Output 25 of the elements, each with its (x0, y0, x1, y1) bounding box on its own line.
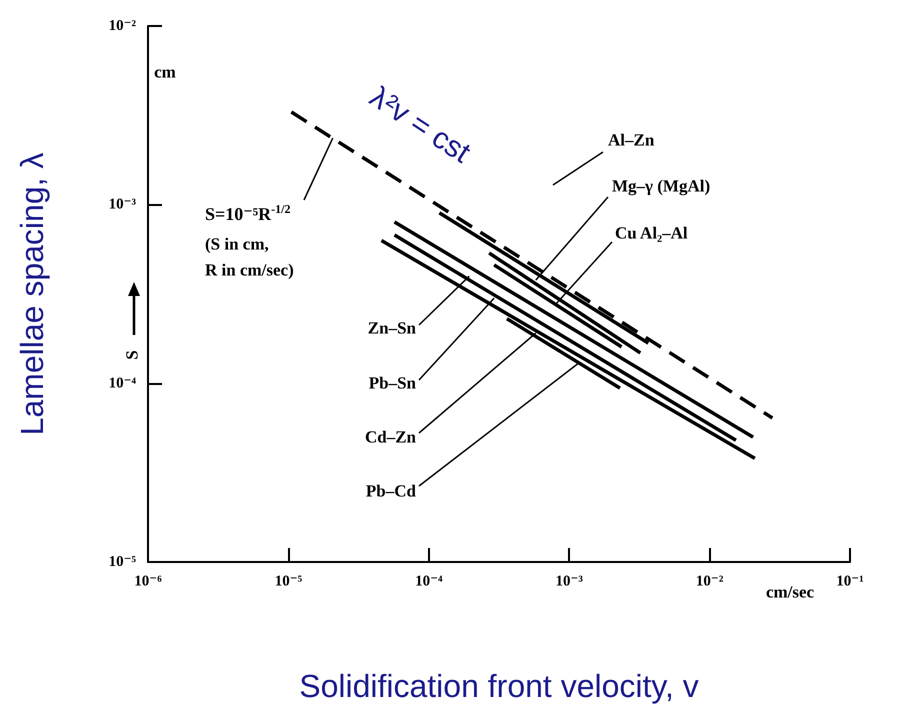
x-tick-label: 10⁻⁵ (274, 574, 303, 590)
y-tick-label: 10⁻³ (108, 196, 136, 213)
x-axis-title: Solidification front velocity, v (299, 668, 699, 704)
annotation: Pb–Cd (366, 482, 417, 500)
x-tick-label: 10⁻² (696, 574, 724, 590)
x-tick-label: 10⁻¹ (836, 574, 864, 590)
y-tick-label: 10⁻⁴ (108, 375, 136, 392)
annotation: R in cm/sec) (205, 260, 294, 280)
x-tick-label: 10⁻⁶ (134, 574, 162, 590)
y-axis-title: Lamellae spacing, λ (14, 152, 50, 436)
x-tick-label: 10⁻³ (555, 574, 584, 590)
text: cm/sec (766, 582, 815, 602)
annotation: Al–Zn (608, 130, 655, 150)
annotation: cm (154, 62, 176, 82)
y-tick-label: 10⁻² (108, 18, 136, 34)
text: S (122, 350, 142, 360)
annotation: Cu Al₂–Al (615, 224, 688, 242)
y-tick-label: 10⁻⁵ (108, 554, 136, 570)
annotation: Pb–Sn (368, 374, 417, 392)
x-tick-label: 10⁻⁴ (415, 574, 444, 590)
annotation: (S in cm, (205, 234, 269, 254)
annotation: Mg–γ (MgAl) (612, 176, 710, 196)
annotation: Zn–Sn (368, 318, 417, 338)
annotation: Cd–Zn (364, 428, 417, 446)
annotation: λ²v = cst (364, 80, 477, 170)
